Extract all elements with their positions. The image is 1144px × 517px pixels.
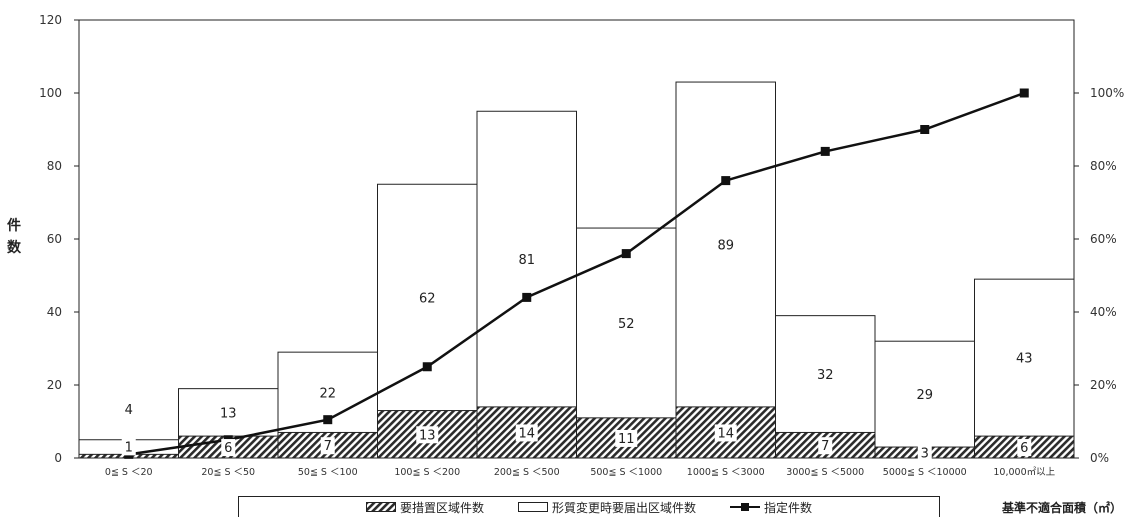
- legend-label-line: 指定件数: [764, 500, 813, 515]
- data-label-hatched: 7: [324, 439, 332, 454]
- y2-tick-label: 0%: [1090, 451, 1109, 465]
- data-label-hatched: 6: [1020, 441, 1028, 456]
- y2-tick-label: 100%: [1090, 86, 1124, 100]
- y2-tick-label: 60%: [1090, 232, 1117, 246]
- legend-item-line: 指定件数: [730, 499, 812, 516]
- y2-tick-label: 40%: [1090, 305, 1117, 319]
- data-label-box: [515, 424, 538, 442]
- x-tick-label: 3000≦ S ＜5000: [786, 467, 864, 478]
- data-label-white: 29: [916, 388, 933, 403]
- data-label-box: [320, 437, 335, 455]
- line-marker: [323, 415, 333, 425]
- bar-total: [974, 278, 1075, 459]
- y-tick-label: 40: [47, 305, 62, 319]
- axes: 0≦ S ＜20 20≦ S ＜50 50≦ S ＜100 100≦ S ＜200 20…: [39, 13, 1124, 478]
- line-marker: [920, 125, 930, 134]
- x-tick-label: 20≦ S ＜50: [201, 467, 255, 478]
- legend-item-white: 形質変更時要届出区域件数: [517, 499, 696, 516]
- data-label-white: 22: [319, 386, 336, 401]
- line-marker: [1019, 88, 1029, 98]
- x-tick-label: 50≦ S ＜100: [298, 467, 358, 478]
- line-marker: [621, 249, 631, 259]
- x-tick-label: 200≦ S ＜500: [494, 467, 560, 478]
- data-label-white: 13: [220, 406, 237, 421]
- data-label-box: [818, 437, 833, 455]
- y-tick-label: 20: [47, 378, 62, 392]
- data-label-box: [917, 444, 932, 462]
- data-label-box: [416, 426, 439, 444]
- data-label-box: [221, 439, 236, 457]
- data-label-white: 32: [817, 368, 834, 383]
- line-marker: [522, 292, 532, 302]
- data-label-box: [1017, 439, 1032, 457]
- data-label-white: 81: [518, 253, 535, 268]
- data-label-box: [714, 424, 737, 442]
- bar-total: [476, 110, 577, 459]
- legend: 要措置区域件数 形質変更時要届出区域件数 指定件数: [238, 496, 940, 517]
- y-tick-label: 60: [47, 232, 62, 246]
- x-tick-label: 10,000㎡以上: [993, 467, 1055, 478]
- y-tick-label: 120: [39, 13, 62, 27]
- data-label-white: 52: [618, 317, 635, 332]
- legend-swatch-hatched: [365, 502, 396, 512]
- data-label-white: 4: [125, 403, 133, 418]
- data-label-hatched: 14: [717, 426, 734, 441]
- y-axis-label: 件数: [7, 218, 21, 256]
- data-label-hatched: 13: [419, 428, 436, 443]
- legend-swatch-white: [517, 502, 548, 512]
- cumulative-line: [124, 88, 1029, 459]
- data-label-hatched: 6: [224, 441, 232, 456]
- legend-label-white: 形質変更時要届出区域件数: [551, 500, 696, 515]
- data-label-white: 89: [717, 238, 734, 253]
- x-tick-label: 1000≦ S ＜3000: [687, 467, 765, 478]
- data-label-box: [121, 438, 136, 456]
- y-tick-label: 80: [47, 159, 62, 173]
- x-tick-label: 5000≦ S ＜10000: [883, 467, 967, 478]
- x-axis-label: 基準不適合面積（㎡）: [1002, 501, 1123, 515]
- x-tick-label: 100≦ S ＜200: [394, 467, 460, 478]
- data-label-box: [615, 429, 638, 447]
- y-tick-label: 100: [39, 86, 62, 100]
- legend-label-hatched: 要措置区域件数: [399, 500, 484, 515]
- data-label-hatched: 14: [518, 426, 535, 441]
- line-series: [128, 91, 1025, 456]
- data-label-white: 43: [1016, 352, 1033, 367]
- data-label-hatched: 7: [821, 439, 829, 454]
- y2-tick-label: 80%: [1090, 159, 1117, 173]
- x-tick-label: 0≦ S ＜20: [105, 467, 153, 478]
- legend-swatch-line: [730, 503, 760, 511]
- line-marker: [721, 176, 731, 186]
- bar-total: [874, 340, 975, 459]
- y2-tick-label: 20%: [1090, 378, 1117, 392]
- y-tick-label: 0: [54, 451, 62, 465]
- bar-total: [675, 81, 776, 459]
- data-label-white: 62: [419, 291, 436, 306]
- legend-item-hatched: 要措置区域件数: [365, 499, 484, 516]
- line-marker: [422, 362, 432, 372]
- data-label-hatched: 3: [921, 447, 929, 462]
- data-label-hatched: 11: [618, 432, 635, 447]
- line-marker: [820, 146, 830, 156]
- x-tick-label: 500≦ S ＜1000: [590, 467, 662, 478]
- data-labels: 4 1 13 6 22 7 62 13 81 14 52 11 89 14 32 7 29 3 43 6: [121, 238, 1033, 462]
- data-label-hatched: 1: [125, 440, 133, 455]
